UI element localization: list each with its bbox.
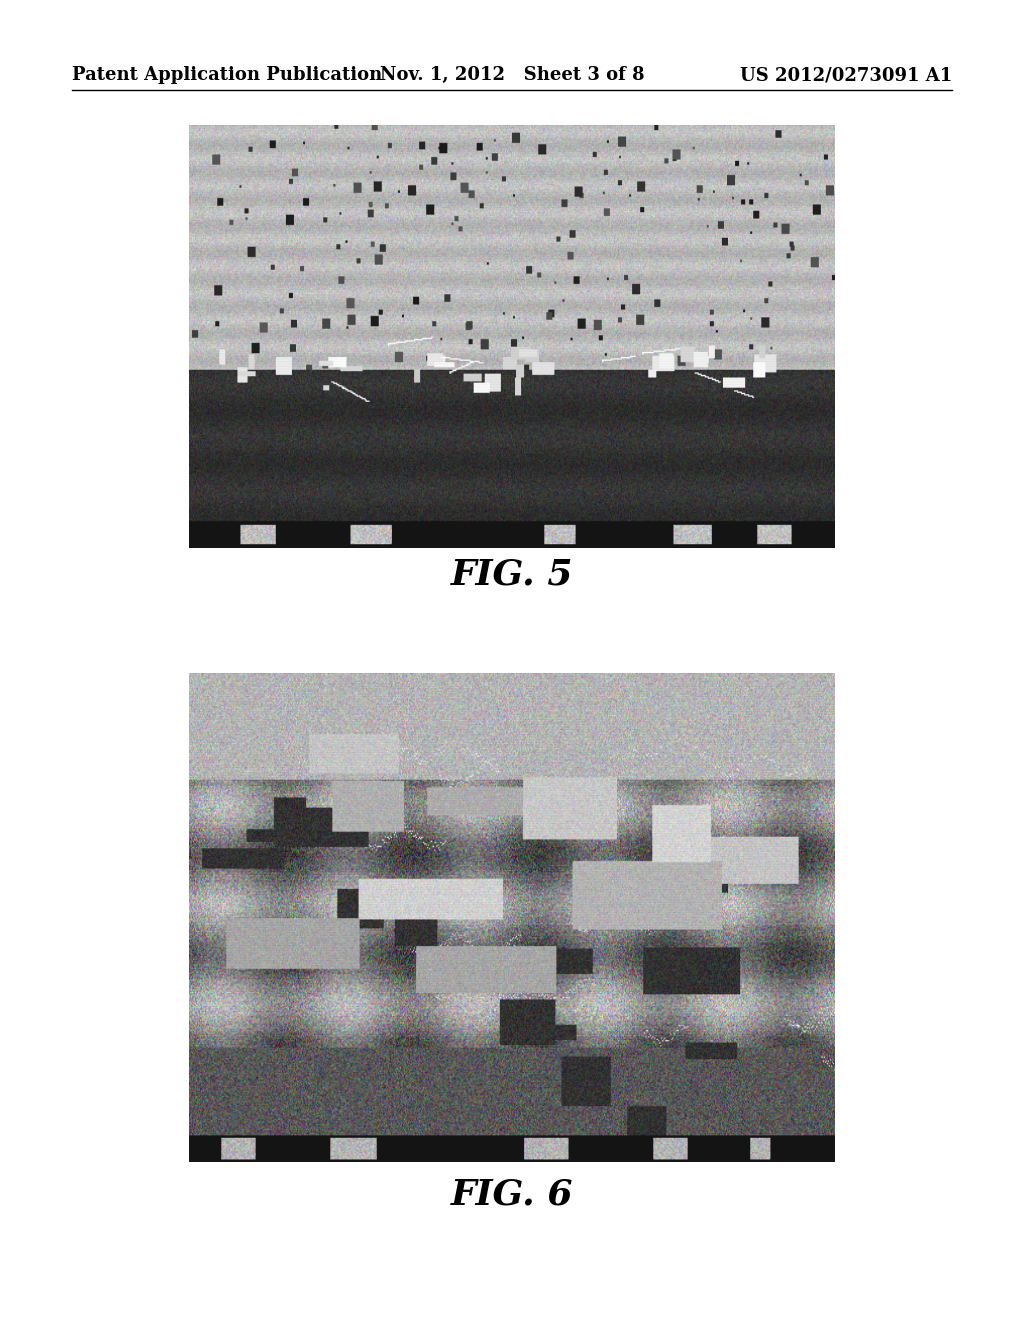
Text: FIG. 5: FIG. 5 bbox=[451, 557, 573, 591]
Text: US 2012/0273091 A1: US 2012/0273091 A1 bbox=[740, 66, 952, 84]
Text: FIG. 6: FIG. 6 bbox=[451, 1177, 573, 1212]
Text: Nov. 1, 2012   Sheet 3 of 8: Nov. 1, 2012 Sheet 3 of 8 bbox=[380, 66, 644, 84]
Text: Patent Application Publication: Patent Application Publication bbox=[72, 66, 382, 84]
